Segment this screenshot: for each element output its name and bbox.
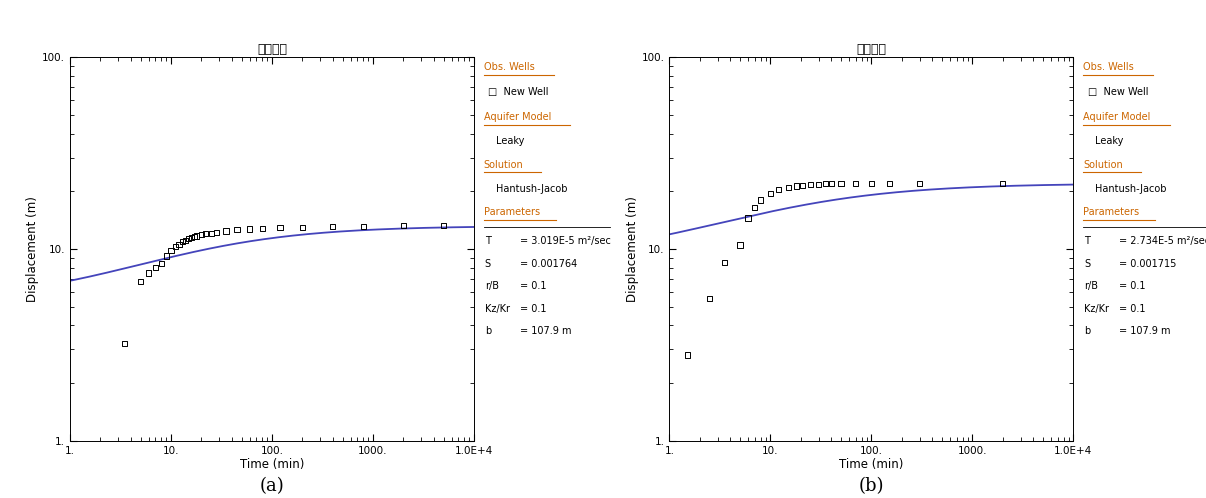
Point [116,340,135,348]
Point [699,295,719,303]
Text: = 3.019E-5 m²/sec: = 3.019E-5 m²/sec [520,237,610,247]
Point [801,180,820,188]
X-axis label: Time (min): Time (min) [240,458,304,472]
Text: Kz/Kr: Kz/Kr [485,304,510,314]
Point [206,229,226,237]
Point [993,179,1012,187]
Point [745,203,765,211]
Point [139,269,158,277]
Text: (a): (a) [259,478,285,496]
Y-axis label: Displacement (m): Displacement (m) [626,196,639,302]
Title: 공공관정: 공공관정 [257,43,287,56]
Point [786,182,806,190]
Point [715,258,734,266]
Point [861,179,880,187]
Text: Aquifer Model: Aquifer Model [1083,113,1151,123]
Text: = 2.734E-5 m²/sec: = 2.734E-5 m²/sec [1119,237,1206,247]
Point [293,223,312,231]
Point [201,229,221,237]
Text: Parameters: Parameters [484,207,540,218]
Text: Obs. Wells: Obs. Wells [1083,62,1134,72]
Text: = 107.9 m: = 107.9 m [1119,326,1171,336]
Text: (b): (b) [859,478,884,496]
Text: = 0.001764: = 0.001764 [520,259,576,269]
Text: b: b [485,326,491,336]
Point [847,179,866,187]
Text: S: S [1084,259,1090,269]
Point [165,243,185,250]
Text: = 107.9 m: = 107.9 m [520,326,572,336]
Point [393,222,412,230]
Text: Hantush-Jacob: Hantush-Jacob [1095,184,1166,194]
X-axis label: Time (min): Time (min) [839,458,903,472]
Point [216,227,235,235]
Point [761,189,780,197]
Point [252,225,271,233]
Point [131,277,151,285]
Point [172,238,192,246]
Text: b: b [1084,326,1090,336]
Title: 공공관정: 공공관정 [856,43,886,56]
Point [678,351,697,359]
Point [162,247,181,254]
Point [815,180,835,188]
Text: r/B: r/B [485,281,499,291]
Point [169,240,188,248]
Point [146,263,165,271]
Point [187,232,206,240]
Point [182,234,201,242]
Text: = 0.1: = 0.1 [520,304,546,314]
Point [192,231,211,239]
Point [195,230,215,238]
Point [768,185,788,193]
Text: Hantush-Jacob: Hantush-Jacob [496,184,567,194]
Text: = 0.001715: = 0.001715 [1119,259,1177,269]
Text: Solution: Solution [484,160,523,170]
Point [270,224,289,232]
Text: T: T [485,237,491,247]
Text: Obs. Wells: Obs. Wells [484,62,534,72]
Point [809,180,829,188]
Text: r/B: r/B [1084,281,1099,291]
Point [831,179,850,187]
Point [794,181,813,189]
Point [323,223,343,231]
Point [731,241,750,249]
Point [909,179,929,187]
Point [157,252,176,260]
Point [227,226,246,234]
Text: T: T [1084,237,1090,247]
Point [178,235,198,243]
Point [778,183,797,191]
Y-axis label: Displacement (m): Displacement (m) [27,196,40,302]
Point [353,223,373,231]
Text: Solution: Solution [1083,160,1123,170]
Point [152,259,171,267]
Point [751,196,771,204]
Text: □  New Well: □ New Well [488,87,549,97]
Text: = 0.1: = 0.1 [1119,304,1146,314]
Text: Leaky: Leaky [1095,136,1124,146]
Point [176,237,195,245]
Text: Aquifer Model: Aquifer Model [484,113,551,123]
Point [821,179,841,187]
Text: □  New Well: □ New Well [1088,87,1148,97]
Text: = 0.1: = 0.1 [1119,281,1146,291]
Text: = 0.1: = 0.1 [520,281,546,291]
Point [185,233,204,241]
Text: Kz/Kr: Kz/Kr [1084,304,1110,314]
Point [434,222,453,230]
Text: Parameters: Parameters [1083,207,1140,218]
Text: S: S [485,259,491,269]
Point [879,179,898,187]
Point [240,225,259,233]
Text: Leaky: Leaky [496,136,525,146]
Point [738,214,757,222]
